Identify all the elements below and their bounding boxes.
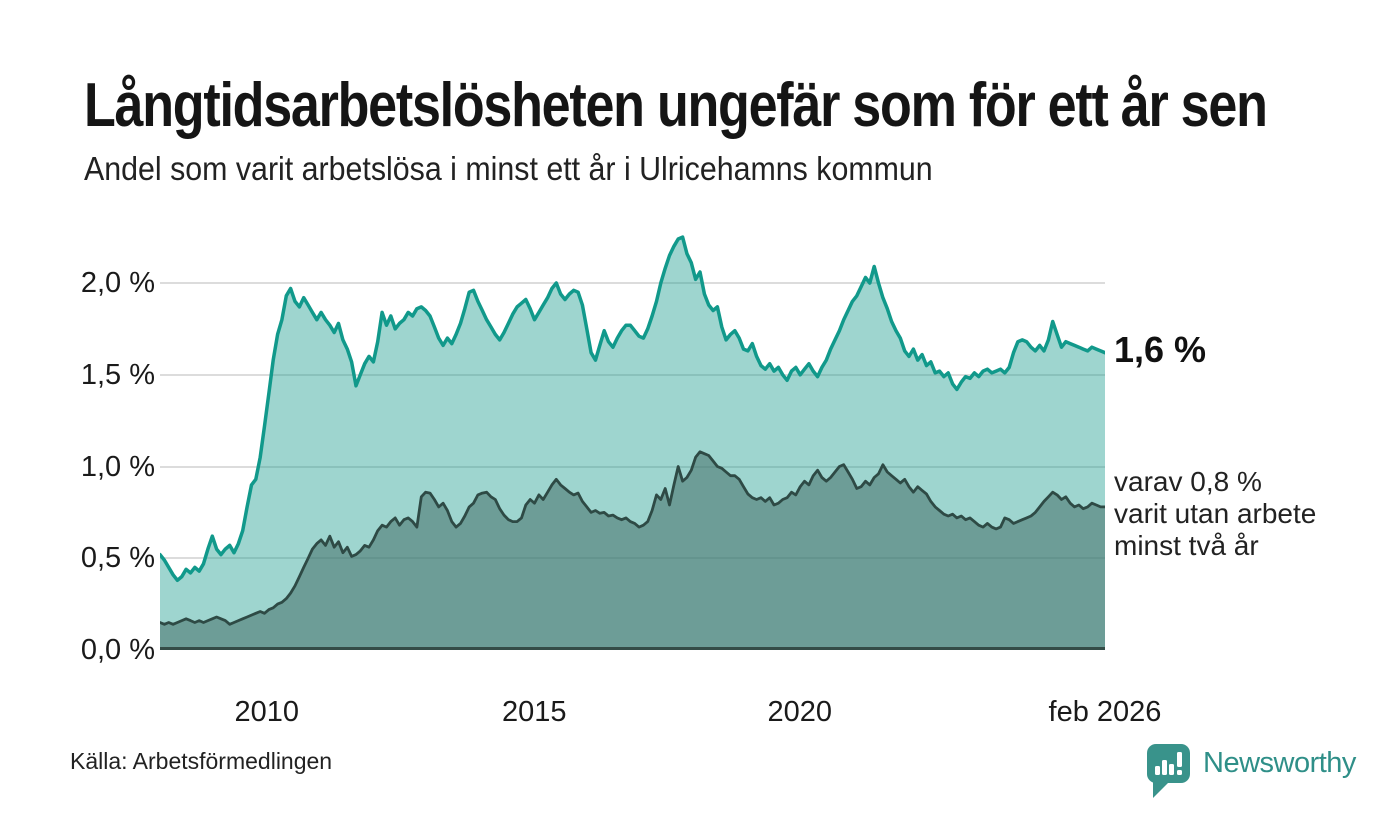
newsworthy-logo[interactable]: Newsworthy	[1147, 744, 1356, 798]
secondary-annotation-line: minst två år	[1114, 530, 1259, 561]
y-axis-tick-label: 2,0 %	[80, 267, 155, 299]
barchart-bar-icon	[1155, 766, 1160, 775]
barchart-bar-icon	[1162, 760, 1167, 775]
pin-tail	[1153, 781, 1170, 798]
series-min-one-year-line	[160, 235, 1105, 583]
x-axis-tick-label: 2015	[501, 696, 567, 728]
secondary-annotation-line: varav 0,8 %	[1114, 466, 1262, 497]
source-caption: Källa: Arbetsförmedlingen	[70, 748, 333, 774]
end-value-label: 1,6 %	[1114, 329, 1207, 370]
y-axis-tick-label: 1,0 %	[80, 450, 155, 483]
grid-line	[160, 282, 1105, 284]
grid-line	[160, 465, 1105, 468]
exclamation-dot-icon	[1177, 770, 1182, 775]
x-axis-tick-label: feb 2026	[1048, 696, 1162, 728]
y-axis-tick-label: 0,5 %	[80, 542, 155, 575]
secondary-annotation: varav 0,8 % varit utan arbete minst två …	[1114, 466, 1316, 562]
newsworthy-pin-icon	[1147, 744, 1190, 798]
x-axis-tick-label: 2020	[767, 696, 832, 728]
y-axis-tick-label: 1,5 %	[80, 358, 155, 391]
plot-area	[160, 235, 1105, 650]
barchart-bar-icon	[1169, 764, 1174, 775]
series-min-two-years-line	[160, 450, 1105, 626]
exclamation-icon	[1177, 752, 1182, 767]
secondary-annotation-line: varit utan arbete	[1114, 498, 1317, 529]
grid-line	[160, 373, 1105, 376]
chart-subtitle: Andel som varit arbetslösa i minst ett å…	[84, 150, 933, 187]
chart-title: Långtidsarbetslösheten ungefär som för e…	[84, 71, 1268, 140]
series-min-two-years-area	[160, 451, 1105, 650]
newsworthy-wordmark: Newsworthy	[1203, 747, 1356, 779]
x-axis-tick-label: 2010	[234, 696, 300, 728]
y-axis-tick-label: 0,0 %	[80, 634, 155, 666]
